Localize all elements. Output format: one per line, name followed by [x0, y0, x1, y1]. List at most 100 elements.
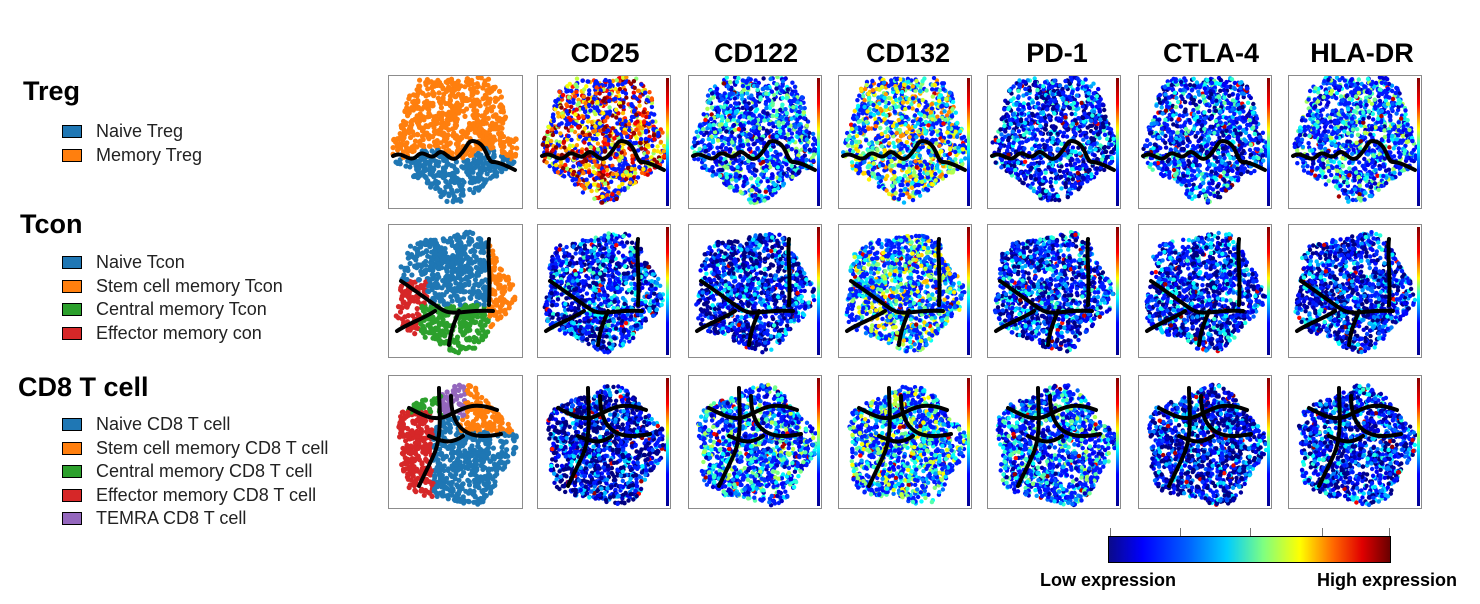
cell-point — [883, 130, 888, 135]
cell-point — [846, 143, 851, 148]
cell-point — [622, 186, 627, 191]
cell-point — [584, 182, 589, 187]
cell-point — [1069, 156, 1074, 161]
cell-point — [579, 149, 584, 155]
cell-point — [763, 168, 769, 173]
cell-point — [740, 105, 745, 111]
cell-point — [785, 87, 791, 92]
cell-point — [1102, 132, 1108, 137]
cell-point — [934, 166, 940, 171]
cell-point — [625, 165, 631, 171]
cell-point — [553, 99, 559, 105]
cell-point — [1045, 138, 1050, 144]
cell-point — [574, 76, 580, 81]
cell-point — [791, 105, 796, 110]
cell-point — [610, 126, 615, 131]
cell-point — [897, 84, 902, 89]
cell-point — [934, 78, 940, 83]
cell-point — [738, 143, 743, 148]
cell-point — [727, 185, 732, 190]
cell-point — [751, 113, 756, 118]
cell-point — [776, 122, 781, 128]
cell-point — [496, 88, 503, 94]
cell-point — [778, 152, 783, 157]
cell-point — [426, 107, 432, 113]
cell-point — [767, 164, 773, 170]
cell-point — [894, 130, 899, 136]
cell-point — [1102, 107, 1107, 113]
cell-point — [897, 176, 903, 181]
cell-point — [804, 129, 809, 134]
cell-point — [901, 82, 907, 87]
cell-point — [740, 155, 745, 161]
cell-point — [447, 86, 453, 92]
cell-point — [760, 159, 766, 165]
cell-point — [1090, 163, 1095, 168]
cell-point — [1069, 167, 1075, 172]
cell-point — [900, 89, 905, 95]
cell-point — [475, 159, 482, 165]
cell-point — [458, 129, 465, 135]
cell-point — [710, 139, 716, 145]
cluster-boundary-line — [841, 139, 967, 172]
cell-point — [915, 121, 921, 126]
cell-point — [926, 123, 931, 128]
cell-point — [787, 137, 792, 142]
cell-point — [574, 143, 580, 148]
column-header-cd25: CD25 — [535, 38, 675, 69]
cell-point — [405, 111, 411, 117]
cell-point — [781, 181, 787, 186]
cell-point — [641, 120, 647, 125]
cell-point — [636, 88, 642, 94]
cell-point — [1023, 80, 1028, 85]
cell-point — [587, 137, 592, 142]
cell-point — [639, 82, 644, 87]
cell-point — [593, 111, 598, 117]
cell-point — [752, 141, 757, 146]
cell-point — [658, 139, 664, 145]
cell-point — [614, 115, 619, 120]
cell-point — [780, 79, 786, 84]
cell-point — [793, 124, 798, 130]
cell-point — [410, 148, 416, 155]
cell-point — [442, 189, 448, 195]
cell-point — [455, 86, 462, 92]
cell-point — [707, 168, 712, 173]
cell-point — [855, 98, 860, 103]
cell-point — [596, 108, 601, 114]
cell-point — [451, 130, 457, 136]
cell-point — [1030, 136, 1035, 141]
cell-point — [623, 160, 628, 165]
cell-point — [500, 104, 506, 110]
cell-point — [434, 185, 440, 191]
cell-point — [621, 100, 626, 105]
cell-point — [913, 88, 918, 93]
cell-point — [589, 119, 594, 125]
cell-point — [725, 165, 730, 170]
cell-point — [605, 172, 610, 177]
cell-point — [645, 172, 650, 177]
cell-point — [445, 132, 451, 138]
cell-point — [889, 158, 894, 164]
cell-point — [742, 174, 747, 180]
cell-point — [471, 147, 477, 153]
cell-point — [870, 145, 875, 150]
cell-point — [588, 145, 593, 150]
cell-point — [728, 103, 733, 109]
cell-point — [604, 167, 610, 173]
cell-point — [1010, 147, 1015, 152]
cell-point — [564, 102, 569, 107]
cell-point — [447, 140, 453, 146]
cell-point — [1021, 104, 1026, 110]
legend-label: Naive CD8 T cell — [96, 413, 230, 437]
cell-point — [774, 86, 779, 91]
cell-point — [888, 120, 893, 125]
cell-point — [473, 152, 479, 158]
cell-point — [403, 148, 409, 154]
cell-point — [1108, 160, 1114, 165]
cell-point — [629, 166, 634, 171]
cell-point — [466, 120, 473, 127]
cell-point — [929, 106, 935, 111]
cell-point — [849, 126, 855, 132]
cell-point — [546, 124, 551, 130]
